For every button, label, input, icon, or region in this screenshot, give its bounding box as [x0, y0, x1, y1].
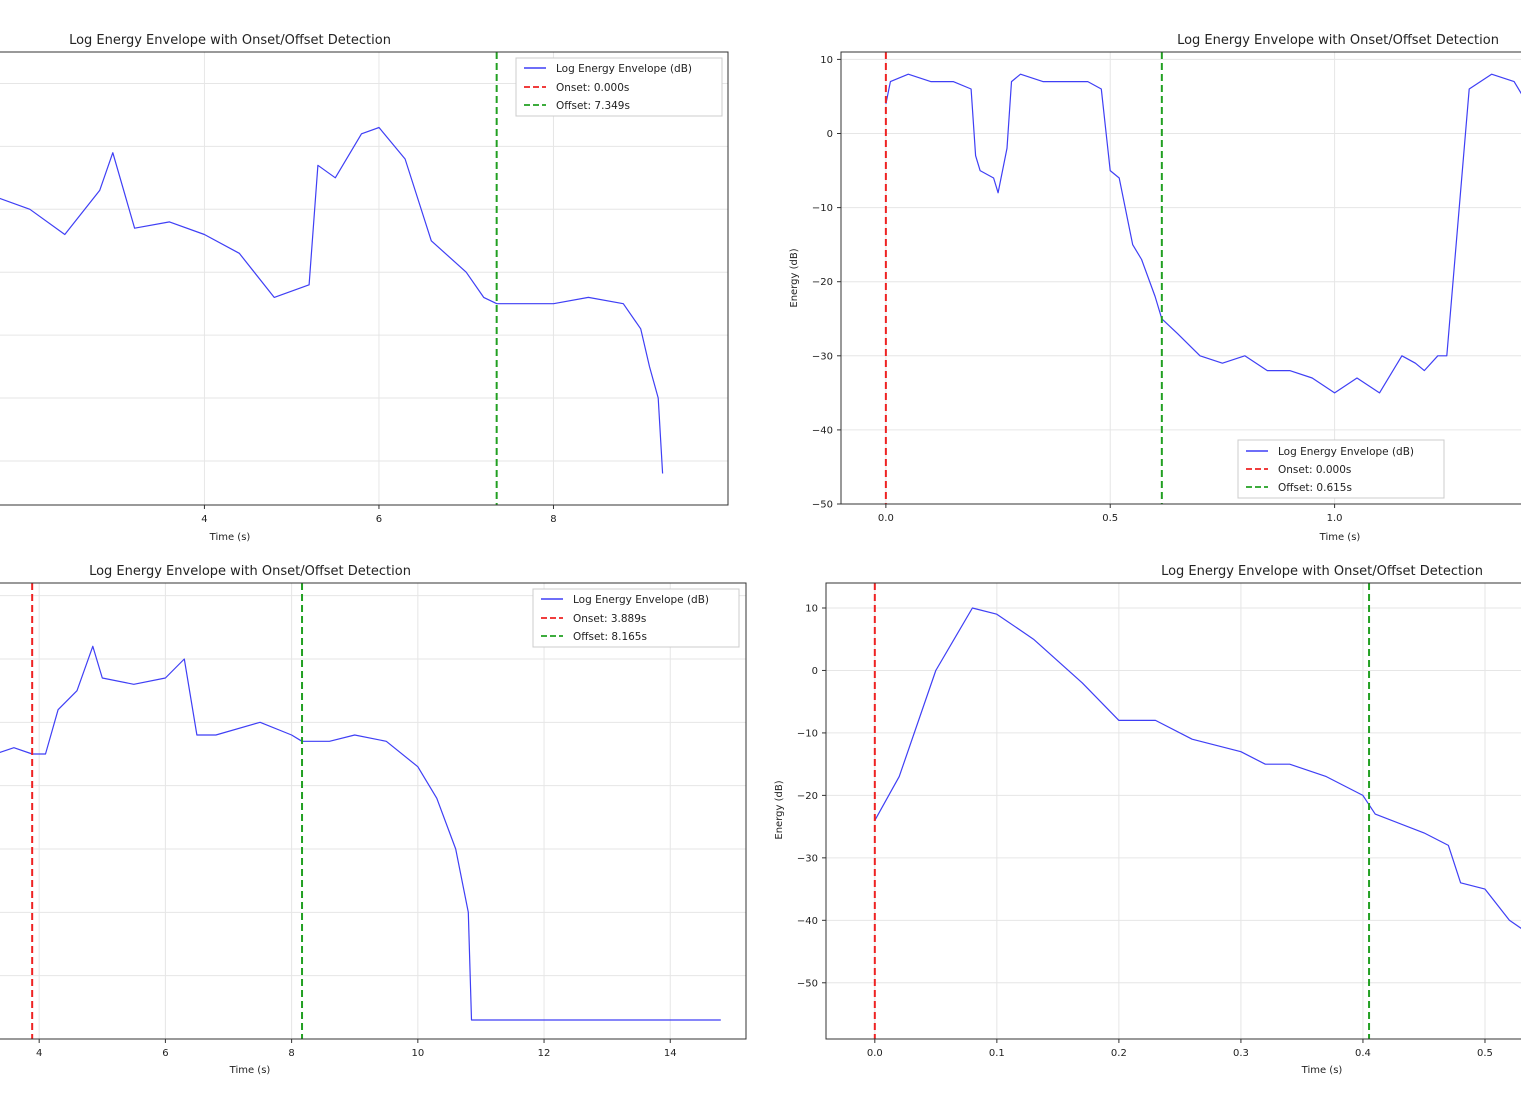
x-tick-label: 0.0	[878, 513, 894, 524]
series-line-log-energy-envelope	[0, 645, 721, 1021]
x-tick-label: 0.5	[1477, 1048, 1493, 1059]
plot-frame	[0, 582, 747, 1040]
x-tick-label: 0.0	[867, 1048, 883, 1059]
y-tick-label: −10	[812, 203, 833, 214]
plot-frame	[825, 582, 1521, 1040]
chart-panel-bottom-right: Log Energy Envelope with Onset/Offset De…	[774, 564, 1521, 1076]
series-line-log-energy-envelope	[874, 607, 1521, 929]
legend-label-onset: Onset: 3.889s	[573, 613, 646, 625]
legend-label-offset: Offset: 8.165s	[573, 631, 647, 643]
y-tick-label: 10	[820, 55, 833, 66]
y-tick-label: −30	[812, 351, 833, 362]
y-tick-label: −50	[797, 978, 818, 989]
series-line-log-energy-envelope	[885, 73, 1521, 394]
x-tick-label: 0.3	[1233, 1048, 1249, 1059]
legend-label-offset: Offset: 0.615s	[1278, 482, 1352, 494]
x-tick-label: 0.5	[1102, 513, 1118, 524]
x-tick-label: 6	[162, 1048, 168, 1059]
y-axis-label: Energy (dB)	[774, 780, 785, 839]
legend-label-offset: Offset: 7.349s	[556, 100, 630, 112]
y-tick-label: −30	[797, 853, 818, 864]
y-tick-label: −40	[797, 916, 818, 927]
chart-title: Log Energy Envelope with Onset/Offset De…	[1161, 564, 1483, 579]
x-tick-label: 8	[550, 514, 556, 525]
y-tick-label: −20	[797, 791, 818, 802]
series-line-log-energy-envelope	[0, 126, 664, 474]
y-tick-label: 0	[812, 666, 818, 677]
y-tick-label: −20	[812, 277, 833, 288]
x-tick-label: 12	[538, 1048, 551, 1059]
legend-label-envelope: Log Energy Envelope (dB)	[573, 594, 709, 606]
legend-label-envelope: Log Energy Envelope (dB)	[1278, 446, 1414, 458]
y-tick-label: −40	[812, 425, 833, 436]
x-tick-label: 4	[201, 514, 207, 525]
x-tick-label: 6	[376, 514, 382, 525]
x-tick-label: 8	[288, 1048, 294, 1059]
chart-title: Log Energy Envelope with Onset/Offset De…	[89, 564, 411, 579]
x-axis-label: Time (s)	[1301, 1065, 1343, 1076]
x-axis-label: Time (s)	[229, 1065, 271, 1076]
x-tick-label: 0.2	[1111, 1048, 1127, 1059]
x-tick-label: 0.1	[989, 1048, 1005, 1059]
x-tick-label: 4	[36, 1048, 42, 1059]
legend: Log Energy Envelope (dB) Onset: 0.000s O…	[1237, 439, 1445, 499]
y-tick-label: 10	[805, 603, 818, 614]
chart-title: Log Energy Envelope with Onset/Offset De…	[69, 33, 391, 48]
x-tick-label: 0.4	[1355, 1048, 1371, 1059]
chart-panel-top-left: Log Energy Envelope with Onset/Offset De…	[0, 33, 729, 543]
plot-frame	[840, 51, 1521, 505]
x-tick-label: 1.0	[1327, 513, 1343, 524]
legend-label-onset: Onset: 0.000s	[1278, 464, 1351, 476]
x-axis-label: Time (s)	[1319, 532, 1361, 543]
chart-panel-top-right: Log Energy Envelope with Onset/Offset De…	[789, 33, 1521, 543]
y-tick-label: 0	[827, 129, 833, 140]
x-axis-label: Time (s)	[209, 532, 251, 543]
y-tick-label: −50	[812, 500, 833, 511]
x-tick-label: 14	[664, 1048, 677, 1059]
legend: Log Energy Envelope (dB) Onset: 0.000s O…	[515, 57, 723, 117]
x-tick-label: 10	[411, 1048, 424, 1059]
y-axis-label: Energy (dB)	[789, 248, 800, 307]
y-tick-label: −10	[797, 728, 818, 739]
legend-label-envelope: Log Energy Envelope (dB)	[556, 63, 692, 75]
legend: Log Energy Envelope (dB) Onset: 3.889s O…	[532, 588, 740, 648]
plot-frame	[0, 51, 729, 506]
chart-panel-bottom-left: Log Energy Envelope with Onset/Offset De…	[0, 564, 747, 1076]
chart-title: Log Energy Envelope with Onset/Offset De…	[1177, 33, 1499, 48]
legend-label-onset: Onset: 0.000s	[556, 82, 629, 94]
